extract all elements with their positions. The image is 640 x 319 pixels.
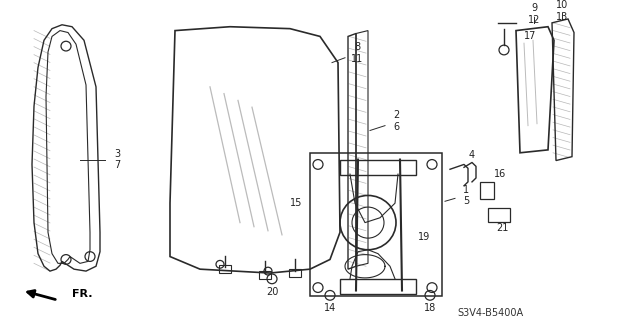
Text: 9
12: 9 12	[528, 3, 540, 25]
Text: 8
11: 8 11	[351, 42, 363, 64]
Bar	[480, 182, 494, 199]
Text: 1
5: 1 5	[463, 185, 469, 206]
Bar	[488, 208, 510, 222]
Bar	[289, 269, 301, 277]
Bar	[340, 279, 416, 294]
Text: 21: 21	[496, 223, 508, 234]
Text: 17: 17	[524, 31, 536, 41]
Text: 16: 16	[494, 169, 506, 179]
Text: 19: 19	[418, 232, 430, 242]
Text: S3V4-B5400A: S3V4-B5400A	[457, 308, 523, 318]
Bar	[219, 265, 231, 273]
Text: 10
13: 10 13	[556, 0, 568, 22]
Bar	[340, 160, 416, 175]
Bar	[259, 271, 271, 279]
Text: 14: 14	[324, 303, 336, 313]
Text: 4: 4	[469, 150, 475, 160]
Text: 20: 20	[266, 287, 278, 297]
Text: FR.: FR.	[72, 289, 93, 299]
Text: 2
6: 2 6	[393, 110, 399, 131]
Bar	[310, 153, 442, 296]
Text: 18: 18	[424, 303, 436, 313]
Text: 15: 15	[290, 198, 302, 208]
Text: 3
7: 3 7	[114, 149, 120, 170]
